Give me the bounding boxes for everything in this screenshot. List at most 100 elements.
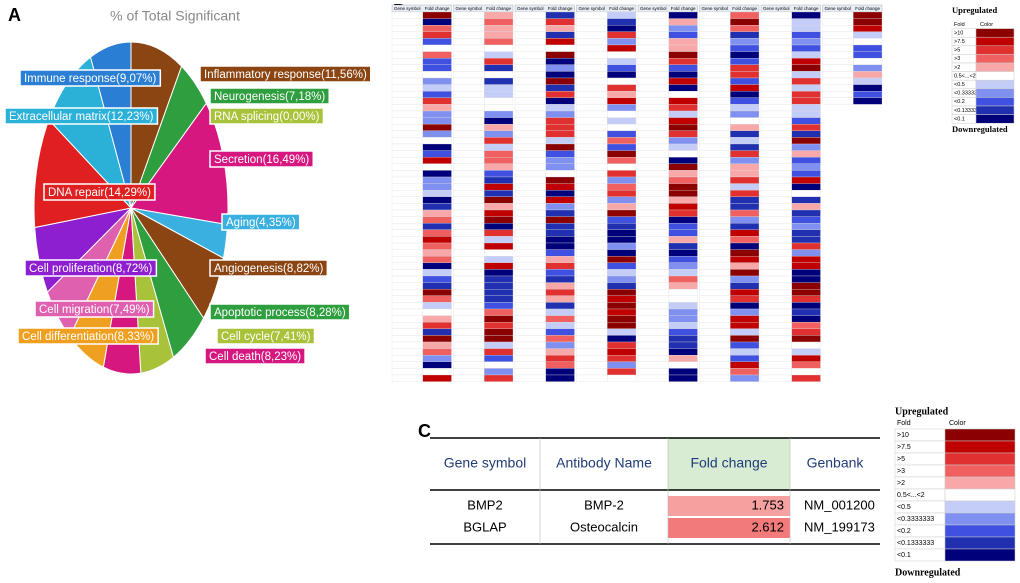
value-cell xyxy=(791,295,821,303)
name-cell xyxy=(699,302,731,310)
value-cell xyxy=(730,196,760,204)
value-cell xyxy=(853,38,883,46)
value-cell xyxy=(607,150,637,158)
value-cell xyxy=(545,38,575,46)
value-cell xyxy=(484,110,514,118)
name-cell xyxy=(391,64,423,72)
name-cell xyxy=(637,38,669,46)
value-cell xyxy=(668,348,698,356)
value-cell xyxy=(545,58,575,65)
name-cell xyxy=(699,117,731,125)
name-cell xyxy=(760,328,792,336)
value-cell xyxy=(668,97,698,105)
value-cell xyxy=(484,262,514,270)
value-cell xyxy=(484,355,514,362)
name-cell xyxy=(514,282,546,290)
value-cell xyxy=(484,269,514,277)
legend-swatch xyxy=(944,536,1016,550)
value-cell xyxy=(607,97,637,105)
name-cell xyxy=(760,256,792,263)
name-cell xyxy=(576,289,608,296)
name-cell xyxy=(453,104,485,112)
value-cell xyxy=(545,322,575,329)
name-cell xyxy=(637,223,669,230)
legend-level: >3 xyxy=(897,468,905,475)
value-cell xyxy=(668,18,698,26)
name-cell xyxy=(760,25,792,32)
value-cell xyxy=(791,150,821,158)
value-cell xyxy=(422,51,452,59)
table-cell: Osteocalcin xyxy=(570,519,638,534)
legend-level: >2 xyxy=(954,65,960,71)
value-cell xyxy=(422,308,452,316)
value-cell xyxy=(484,31,514,39)
name-cell xyxy=(453,355,485,362)
name-cell xyxy=(453,368,485,376)
value-cell xyxy=(853,51,883,59)
name-cell xyxy=(822,84,854,92)
value-cell xyxy=(730,84,760,92)
name-cell xyxy=(391,315,423,323)
value-cell xyxy=(545,262,575,270)
value-cell xyxy=(607,137,637,145)
name-cell xyxy=(637,176,669,184)
value-cell xyxy=(422,335,452,343)
value-cell xyxy=(730,249,760,257)
name-cell xyxy=(514,223,546,230)
value-cell xyxy=(422,269,452,277)
name-cell xyxy=(637,110,669,118)
value-cell xyxy=(545,71,575,79)
value-cell xyxy=(791,25,821,32)
name-cell xyxy=(699,18,731,26)
name-cell xyxy=(576,315,608,323)
name-cell xyxy=(514,216,546,224)
name-cell xyxy=(453,117,485,125)
name-cell xyxy=(760,110,792,118)
value-cell xyxy=(422,11,452,19)
value-cell xyxy=(545,44,575,52)
value-cell xyxy=(607,58,637,65)
value-cell xyxy=(484,190,514,197)
legend-swatch xyxy=(944,440,1016,454)
value-cell xyxy=(422,341,452,349)
slice-label: Cell death(8,23%) xyxy=(209,351,301,363)
name-cell xyxy=(391,196,423,204)
name-cell xyxy=(576,355,608,362)
header-cell: Gene symbol xyxy=(579,6,606,11)
value-cell xyxy=(545,368,575,376)
name-cell xyxy=(760,77,792,85)
value-cell xyxy=(422,130,452,138)
name-cell xyxy=(760,64,792,72)
value-cell xyxy=(545,124,575,131)
name-cell xyxy=(576,91,608,98)
name-cell xyxy=(514,77,546,85)
legend-swatch xyxy=(944,452,1016,466)
name-cell xyxy=(699,97,731,105)
slice-label: Neurogenesis(7,18%) xyxy=(214,91,325,103)
name-cell xyxy=(453,64,485,72)
value-cell xyxy=(607,104,637,112)
value-cell xyxy=(853,77,883,85)
panel-label: C xyxy=(418,421,431,441)
value-cell xyxy=(668,64,698,72)
value-cell xyxy=(607,315,637,323)
name-cell xyxy=(760,91,792,98)
name-cell xyxy=(514,348,546,356)
name-cell xyxy=(637,64,669,72)
name-cell xyxy=(822,91,854,98)
value-cell xyxy=(484,91,514,98)
name-cell xyxy=(576,374,608,382)
legend-swatch xyxy=(975,62,1015,72)
value-cell xyxy=(730,269,760,277)
value-cell xyxy=(422,64,452,72)
name-cell xyxy=(391,25,423,32)
name-cell xyxy=(637,242,669,250)
value-cell xyxy=(668,38,698,46)
value-cell xyxy=(730,157,760,164)
value-cell xyxy=(422,91,452,98)
table-header: Fold change xyxy=(690,455,767,471)
name-cell xyxy=(576,110,608,118)
value-cell xyxy=(422,196,452,204)
value-cell xyxy=(607,71,637,79)
name-cell xyxy=(391,170,423,178)
